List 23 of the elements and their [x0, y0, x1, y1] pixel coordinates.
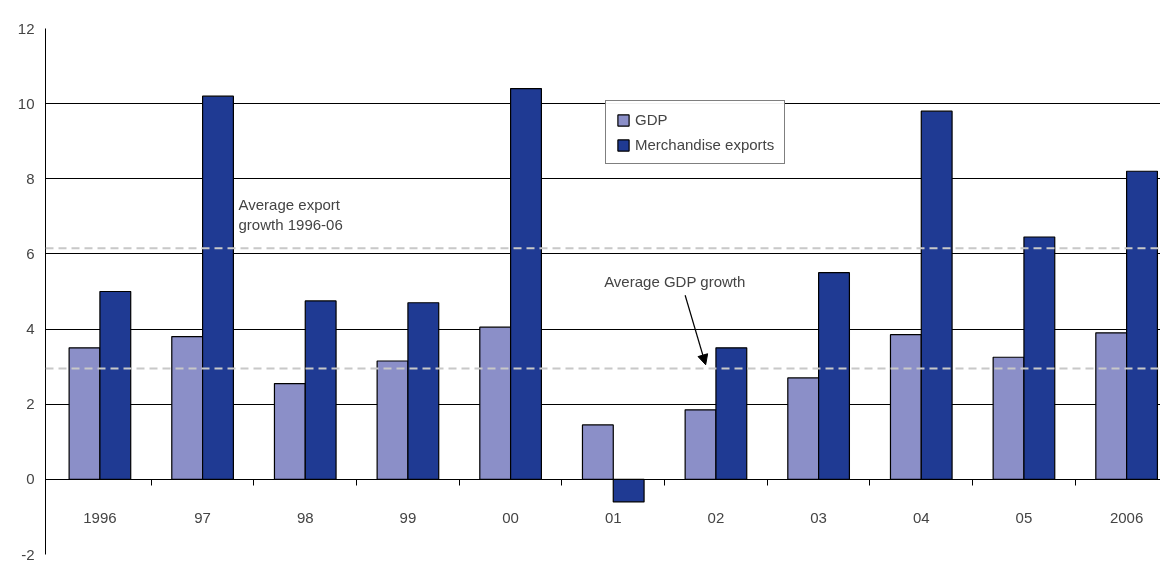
- x-tick-label: 02: [707, 509, 725, 527]
- y-tick-label: 8: [26, 169, 35, 187]
- legend-label: Merchandise exports: [635, 136, 775, 153]
- x-tick-label: 00: [502, 509, 519, 527]
- x-tick-label: 04: [912, 509, 930, 527]
- x-tick-label: 2006: [1109, 509, 1144, 527]
- y-tick-label: 12: [17, 19, 35, 37]
- x-tick-label: 98: [296, 509, 314, 527]
- x-tick-label: 97: [194, 509, 211, 527]
- x-tick-label: 99: [399, 509, 417, 527]
- y-tick-label: 2: [26, 395, 35, 413]
- x-tick-label: 03: [810, 509, 827, 527]
- x-tick-label: 1996: [83, 509, 117, 527]
- x-tick-label: 01: [604, 509, 622, 527]
- y-tick-label: 4: [26, 320, 35, 338]
- x-tick-label: 05: [1015, 509, 1033, 527]
- legend-label: GDP: [635, 111, 668, 128]
- y-tick-label: 10: [17, 94, 35, 112]
- y-tick-label: -2: [21, 545, 35, 563]
- ref-line-label: Average export growth 1996-06: [238, 195, 343, 234]
- y-tick-label: 0: [26, 470, 35, 488]
- y-tick-label: 6: [26, 244, 35, 262]
- ref-line-label: Average GDP growth: [604, 272, 746, 290]
